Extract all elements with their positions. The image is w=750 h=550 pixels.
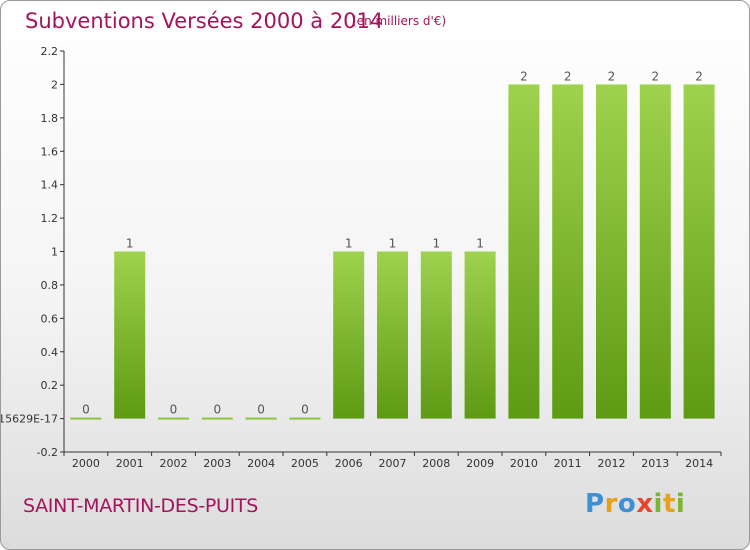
y-tick-label: 2.2 — [41, 45, 59, 58]
data-label: 0 — [213, 403, 221, 417]
x-tick-label: 2007 — [379, 457, 407, 470]
chart-title: Subventions Versées 2000 à 2014 — [25, 9, 384, 33]
unit-label: (en milliers d'€) — [352, 14, 447, 28]
bar — [201, 417, 233, 420]
data-label: 1 — [389, 237, 397, 251]
data-label: 1 — [345, 237, 353, 251]
logo-letter: o — [617, 489, 637, 519]
logo-letter: i — [675, 489, 686, 519]
x-tick-label: 2012 — [598, 457, 626, 470]
x-tick-label: 2005 — [291, 457, 319, 470]
bar — [552, 84, 584, 419]
x-tick-label: 2010 — [510, 457, 538, 470]
y-tick-label: -1.15629E-17 — [1, 413, 58, 426]
data-label: 2 — [564, 69, 572, 83]
bar — [158, 417, 189, 420]
x-tick-label: 2001 — [116, 457, 144, 470]
x-tick-label: 2009 — [466, 457, 494, 470]
data-label: 2 — [608, 69, 616, 83]
x-tick-label: 2013 — [641, 457, 669, 470]
logo-letter: i — [653, 489, 663, 519]
x-tick-label: 2002 — [160, 457, 188, 470]
commune-name: SAINT-MARTIN-DES-PUITS — [23, 495, 259, 517]
chart-axes: 2.2 2 1.8 1.6 1.4 1.2 1 0.8 0.6 0.4 0.2 -1.15629E-1… — [1, 45, 722, 470]
bar — [333, 251, 365, 419]
bar — [114, 251, 146, 419]
y-tick-label: 1.4 — [41, 179, 59, 192]
x-tick-label: 2006 — [335, 457, 363, 470]
logo-letter: t — [662, 489, 676, 519]
bar — [639, 84, 671, 419]
data-label: 1 — [432, 237, 440, 251]
x-tick-label: 2000 — [72, 457, 100, 470]
x-tick-label: 2011 — [554, 457, 582, 470]
bar — [70, 417, 102, 420]
x-tick-label: 2008 — [422, 457, 450, 470]
x-tick-label: 2014 — [685, 457, 713, 470]
y-tick-label: 2 — [51, 78, 58, 91]
proxiti-logo[interactable]: Proxiti — [585, 489, 685, 519]
bar — [683, 84, 715, 419]
x-tick-label: 2003 — [203, 457, 231, 470]
data-label: 0 — [257, 403, 265, 417]
y-tick-label: -0.2 — [37, 446, 58, 459]
y-tick-label: 0.8 — [41, 279, 59, 292]
data-label: 2 — [651, 69, 659, 83]
data-label: 0 — [170, 403, 178, 417]
bar — [245, 417, 277, 420]
y-tick-label: 1.8 — [41, 112, 59, 125]
x-tick-label: 2004 — [247, 457, 275, 470]
data-label: 1 — [126, 237, 134, 251]
y-tick-label: 1 — [51, 246, 58, 259]
y-tick-label: 1.6 — [41, 145, 59, 158]
chart-bars: 0 1 0 0 0 0 1 1 1 1 2 2 2 2 2 — [70, 69, 715, 420]
data-label: 2 — [695, 69, 703, 83]
y-tick-label: 0.6 — [41, 312, 59, 325]
bar — [289, 417, 321, 420]
logo-letter: x — [636, 489, 654, 519]
bar — [420, 251, 452, 419]
bar — [508, 84, 540, 419]
bar — [464, 251, 496, 419]
y-tick-label: 1.2 — [41, 212, 59, 225]
data-label: 1 — [476, 237, 484, 251]
logo-letter: r — [604, 489, 618, 519]
data-label: 0 — [301, 403, 309, 417]
bar — [377, 251, 408, 419]
y-tick-label: 0.2 — [41, 379, 59, 392]
data-label: 2 — [520, 69, 528, 83]
bar — [596, 84, 627, 419]
data-label: 0 — [82, 403, 90, 417]
logo-letter: P — [585, 489, 605, 519]
y-tick-label: 0.4 — [41, 346, 59, 359]
